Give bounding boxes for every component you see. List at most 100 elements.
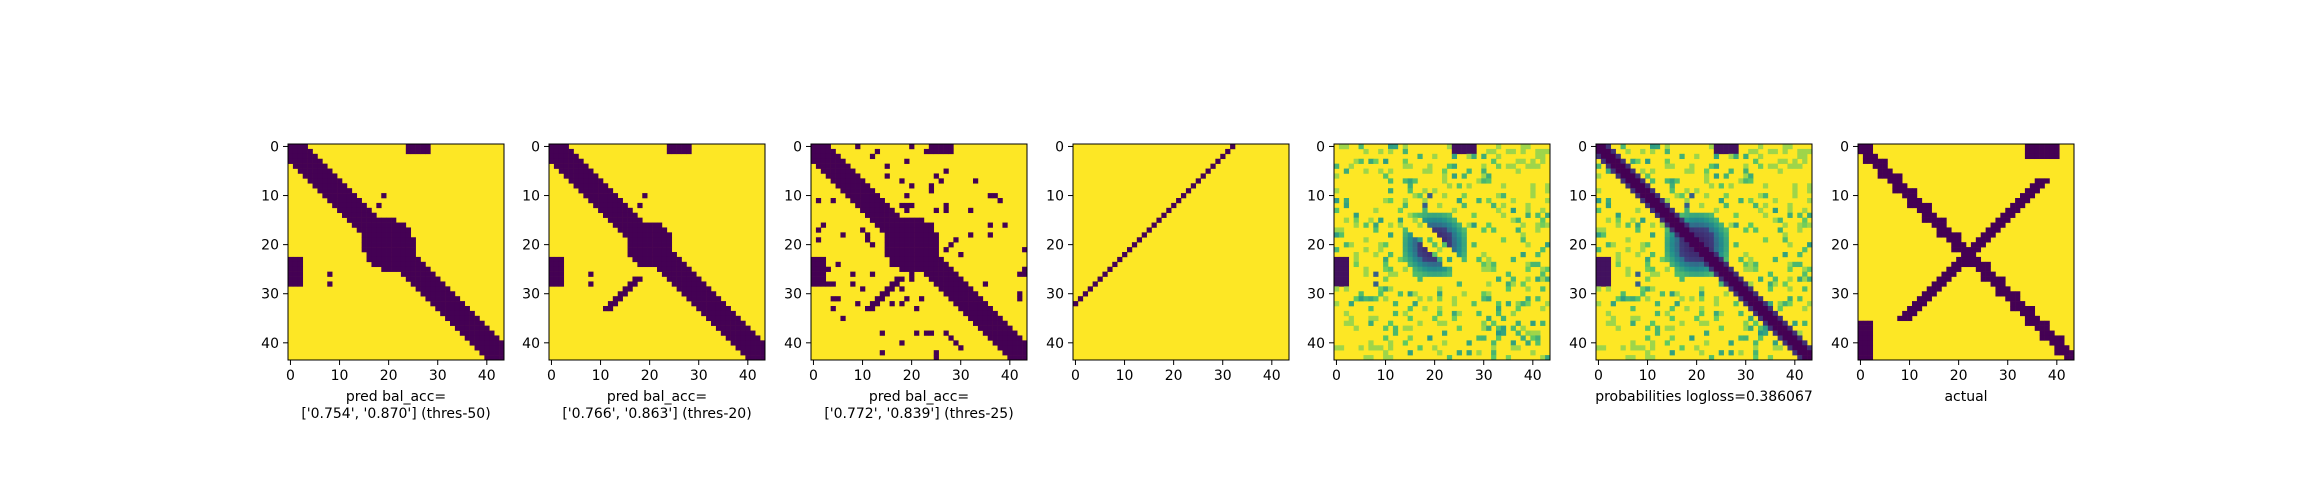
heatmap-cell — [1432, 188, 1438, 194]
heatmap-cell — [420, 261, 426, 268]
heatmap-cell — [1363, 271, 1369, 277]
heatmap-cell — [830, 178, 836, 184]
heatmap-cell — [1338, 271, 1345, 277]
heatmap-cell — [1388, 188, 1394, 194]
heatmap-cell — [1897, 173, 1903, 179]
heatmap-cell — [2024, 198, 2031, 204]
heatmap-cell — [671, 276, 677, 282]
heatmap-cell — [1882, 163, 1888, 169]
heatmap-cell — [715, 296, 722, 302]
heatmap-cell — [288, 144, 294, 150]
heatmap-cell — [1674, 227, 1680, 233]
heatmap-cell — [1787, 296, 1793, 302]
heatmap-cell — [973, 178, 979, 184]
heatmap-cell — [1738, 198, 1744, 204]
heatmap-cell — [1699, 247, 1705, 253]
heatmap-cell — [835, 158, 841, 164]
heatmap-cell — [1437, 320, 1443, 326]
heatmap-cell — [1704, 340, 1710, 346]
heatmap-cell — [1402, 256, 1408, 263]
heatmap-cell — [1650, 266, 1656, 272]
heatmap-cell — [845, 183, 851, 189]
heatmap-cell — [1792, 193, 1798, 199]
heatmap-cell — [1540, 286, 1546, 292]
heatmap-cell — [884, 232, 890, 238]
heatmap-cell — [1442, 178, 1448, 184]
heatmap-cell — [588, 173, 594, 179]
heatmap-cell — [899, 227, 905, 233]
heatmap-cell — [1669, 315, 1675, 322]
heatmap-cell — [1002, 325, 1008, 331]
heatmap-cell — [1442, 232, 1448, 238]
heatmap-cell — [435, 306, 441, 312]
heatmap-cell — [720, 320, 727, 326]
heatmap-cell — [1012, 335, 1018, 341]
y-tick-label: 10 — [1046, 189, 1064, 205]
heatmap-cell — [676, 281, 682, 287]
heatmap-cell — [1674, 247, 1680, 253]
heatmap-cell — [1664, 217, 1670, 223]
heatmap-cell — [332, 178, 338, 184]
x-tick-label: 10 — [1639, 368, 1657, 384]
heatmap-cell — [312, 153, 318, 160]
heatmap-cell — [706, 291, 712, 297]
heatmap-cell — [914, 256, 920, 263]
heatmap-cell — [1353, 217, 1359, 223]
heatmap-cell — [825, 173, 831, 179]
heatmap-cell — [874, 193, 881, 199]
heatmap-cell — [1758, 315, 1764, 322]
heatmap-cell — [1610, 153, 1616, 160]
heatmap-cell — [2044, 148, 2050, 155]
heatmap-cell — [811, 261, 817, 268]
heatmap-cell — [968, 286, 974, 292]
heatmap-cell — [1605, 286, 1612, 292]
heatmap-cell — [1684, 256, 1690, 263]
heatmap-cell — [573, 173, 579, 179]
heatmap-cell — [1451, 232, 1458, 238]
heatmap-cell — [1640, 168, 1646, 174]
heatmap-cell — [1466, 148, 1472, 155]
heatmap-cell — [1772, 207, 1778, 214]
heatmap-cell — [1743, 261, 1749, 268]
heatmap-cell — [405, 237, 412, 243]
heatmap-cell — [302, 173, 308, 179]
heatmap-cell — [1802, 148, 1808, 155]
heatmap-cell — [671, 266, 677, 272]
heatmap-cell — [1985, 227, 1991, 233]
heatmap-cell — [815, 281, 822, 287]
heatmap-cell — [1733, 222, 1739, 228]
heatmap-cell — [405, 242, 412, 248]
heatmap-cell — [484, 350, 490, 356]
heatmap-cell — [1862, 335, 1869, 341]
heatmap-cell — [1907, 193, 1913, 199]
heatmap-cell — [2049, 340, 2055, 346]
heatmap-cell — [1713, 144, 1720, 150]
heatmap-cell — [1694, 212, 1700, 218]
heatmap-cell — [1510, 148, 1516, 155]
heatmap-cell — [1743, 178, 1749, 184]
heatmap-cell — [992, 310, 998, 317]
heatmap-cell — [1348, 242, 1354, 248]
heatmap-cell — [1782, 222, 1788, 228]
heatmap-cell — [1373, 207, 1379, 214]
heatmap-cell — [553, 261, 560, 268]
heatmap-cell — [588, 168, 594, 174]
heatmap-cell — [415, 256, 421, 263]
heatmap-cell — [914, 247, 920, 253]
y-tick-label: 40 — [1569, 336, 1587, 352]
heatmap-cell — [973, 315, 979, 322]
heatmap-cell — [459, 330, 466, 336]
heatmap-cell — [1338, 227, 1345, 233]
heatmap-cell — [1674, 301, 1680, 307]
heatmap-cell — [1491, 261, 1497, 268]
heatmap-cell — [968, 301, 974, 307]
heatmap-cell — [1486, 173, 1492, 179]
heatmap-cell — [820, 148, 827, 155]
heatmap-cell — [1481, 168, 1487, 174]
heatmap-cell — [889, 242, 895, 248]
heatmap-cell — [860, 193, 866, 199]
heatmap-cell — [1481, 325, 1487, 331]
heatmap-cell — [1615, 212, 1621, 218]
heatmap-cell — [425, 266, 431, 272]
heatmap-cell — [1486, 315, 1492, 322]
